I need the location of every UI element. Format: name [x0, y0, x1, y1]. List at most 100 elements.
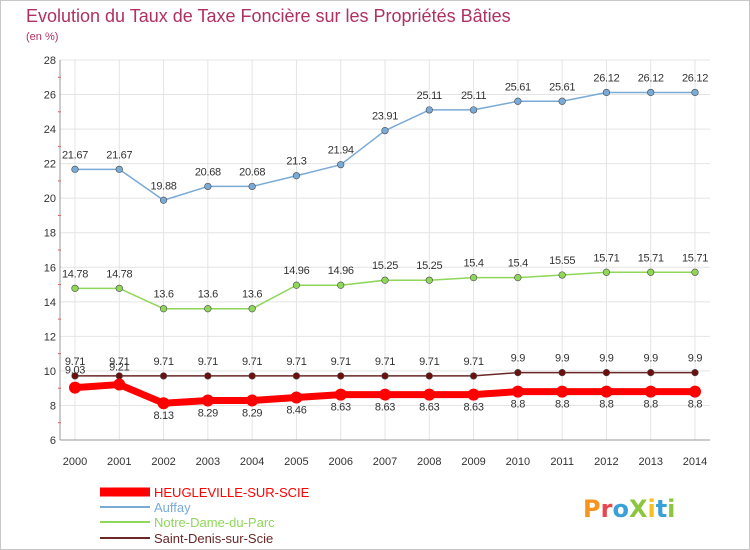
data-label: 14.78	[62, 268, 88, 280]
data-label: 8.63	[331, 402, 351, 414]
logo-text: ProXiti	[583, 495, 675, 523]
data-point	[381, 127, 389, 135]
data-point	[379, 388, 391, 401]
data-label: 9.9	[511, 353, 526, 365]
data-label: 25.61	[549, 81, 575, 93]
y-tick-label: 28	[44, 55, 56, 67]
data-point	[644, 385, 657, 398]
x-tick-label: 2008	[417, 456, 441, 468]
data-point	[469, 106, 478, 114]
data-point	[558, 271, 566, 279]
data-point	[204, 372, 212, 380]
x-tick-label: 2006	[328, 456, 352, 468]
data-label: 19.88	[151, 180, 177, 192]
proxiti-logo: ProXiti	[583, 495, 675, 523]
data-label: 15.4	[508, 258, 528, 270]
data-point	[425, 372, 433, 380]
data-label: 21.3	[286, 156, 306, 168]
data-label: 9.9	[555, 353, 570, 365]
data-point	[159, 372, 168, 380]
data-label: 8.8	[555, 399, 570, 411]
logo-letter: i	[647, 495, 655, 523]
data-label: 8.29	[198, 407, 218, 419]
data-point	[337, 161, 345, 169]
data-label: 25.11	[461, 90, 486, 102]
data-point	[159, 305, 168, 313]
data-label: 9.71	[109, 356, 129, 368]
x-tick-label: 2007	[373, 456, 397, 468]
data-label: 15.71	[593, 252, 619, 264]
data-point	[290, 391, 303, 404]
data-label: 9.9	[599, 353, 614, 365]
data-label: 25.61	[505, 81, 531, 93]
axes: 6 8 10 12 14 16 18 20 22 24 26 28 2000 2001 2002 2003 20…	[44, 55, 710, 468]
data-point	[647, 369, 655, 377]
y-tick-label: 12	[44, 331, 56, 343]
data-point	[334, 388, 347, 401]
x-tick-label: 2001	[107, 456, 131, 468]
data-label: 9.9	[688, 353, 703, 365]
data-point	[514, 369, 522, 377]
y-tick-label: 18	[44, 228, 56, 240]
data-point	[115, 372, 123, 380]
data-point	[511, 385, 524, 398]
logo-letter: P	[583, 495, 601, 523]
logo-letter: i	[667, 495, 675, 523]
data-point	[71, 372, 79, 380]
data-point	[691, 268, 699, 276]
data-label: 14.96	[283, 265, 309, 277]
x-tick-label: 2005	[284, 456, 308, 468]
data-label: 8.63	[375, 402, 395, 414]
data-label: 8.46	[286, 405, 306, 417]
data-label: 26.12	[682, 72, 708, 84]
data-point	[292, 281, 301, 289]
data-point	[423, 388, 436, 401]
x-tick-label: 2011	[550, 456, 574, 468]
data-point	[647, 88, 655, 97]
y-tick-label: 20	[44, 193, 56, 205]
logo-letter: t	[656, 495, 667, 523]
data-point	[647, 268, 655, 276]
data-label: 9.71	[153, 356, 173, 368]
data-point	[425, 276, 433, 284]
x-tick-label: 2010	[506, 456, 530, 468]
data-point	[292, 372, 301, 380]
grid	[60, 59, 710, 441]
data-label: 9.71	[375, 356, 395, 368]
data-point	[71, 284, 79, 292]
data-point	[689, 385, 701, 398]
y-tick-label: 6	[50, 435, 56, 447]
x-tick-label: 2012	[594, 456, 618, 468]
data-label: 15.25	[416, 260, 442, 272]
data-point	[157, 397, 170, 410]
data-point	[69, 381, 81, 394]
data-point	[602, 268, 611, 276]
logo-letter: r	[601, 495, 613, 523]
data-point	[292, 172, 301, 180]
data-point	[514, 97, 522, 105]
data-point	[691, 369, 699, 377]
data-point	[337, 372, 345, 380]
data-label: 9.71	[65, 356, 85, 368]
x-tick-label: 2014	[683, 456, 707, 468]
x-tick-label: 2002	[151, 456, 175, 468]
data-label: 8.63	[463, 402, 483, 414]
legend-label: Notre-Dame-du-Parc	[154, 515, 275, 530]
data-label: 14.78	[106, 268, 132, 280]
data-point	[115, 284, 123, 292]
legend-label: HEUGLEVILLE-SUR-SCIE	[154, 485, 310, 500]
data-point	[248, 372, 256, 380]
legend: HEUGLEVILLE-SUR-SCIEAuffayNotre-Dame-du-…	[100, 485, 310, 546]
data-label: 23.91	[372, 111, 398, 123]
data-label: 21.67	[106, 149, 132, 161]
data-label: 15.55	[549, 255, 575, 267]
data-labels: 9.03 9.21 8.13 8.29 8.29 8.46 8.63 8.63 8.63 8.63…	[62, 72, 709, 422]
data-point	[469, 372, 478, 380]
data-point	[113, 378, 126, 391]
data-label: 8.29	[242, 407, 262, 419]
data-point	[691, 88, 699, 97]
data-label: 14.96	[328, 265, 354, 277]
data-point	[381, 372, 389, 380]
data-label: 8.8	[688, 399, 703, 411]
